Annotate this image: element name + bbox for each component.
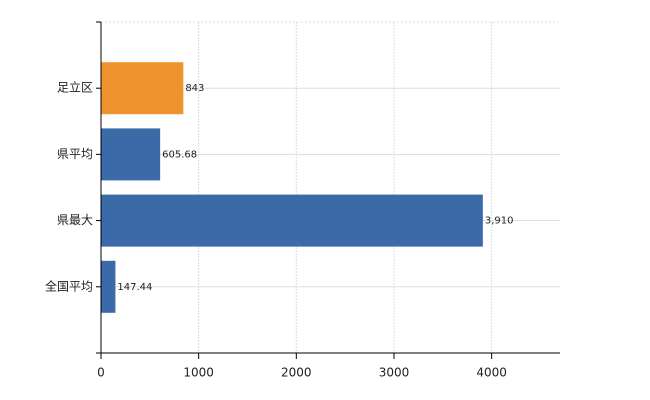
x-tick-label: 3000	[379, 366, 410, 380]
value-label: 843	[185, 83, 204, 94]
value-label: 605.68	[162, 149, 197, 160]
bar	[101, 62, 184, 115]
y-tick-label: 全国平均	[45, 278, 93, 293]
value-label: 3,910	[485, 216, 514, 227]
y-tick-label: 県最大	[57, 213, 93, 227]
bar	[101, 260, 116, 313]
x-tick-label: 1000	[183, 366, 214, 380]
bar	[101, 128, 161, 181]
x-tick-label: 2000	[281, 366, 312, 380]
x-tick-label: 0	[97, 366, 105, 380]
x-tick-label: 4000	[476, 366, 507, 380]
y-tick-label: 足立区	[57, 80, 93, 95]
bar	[101, 194, 483, 247]
value-label: 147.44	[117, 282, 152, 293]
y-tick-label: 県平均	[57, 147, 93, 161]
